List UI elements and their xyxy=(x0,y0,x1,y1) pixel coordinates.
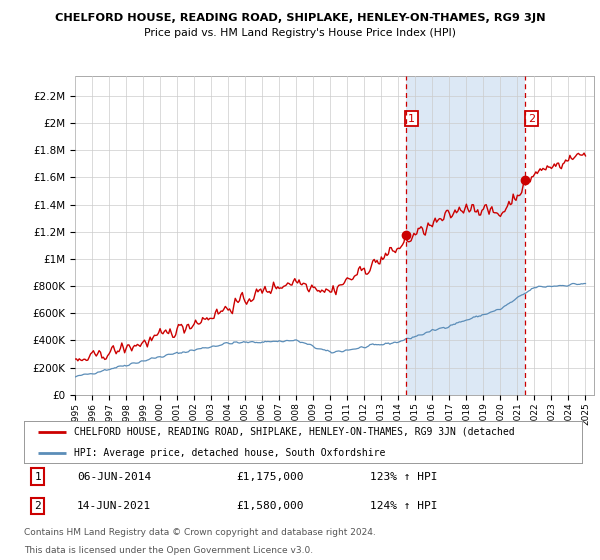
Text: 1: 1 xyxy=(35,472,41,482)
Text: CHELFORD HOUSE, READING ROAD, SHIPLAKE, HENLEY-ON-THAMES, RG9 3JN (detached: CHELFORD HOUSE, READING ROAD, SHIPLAKE, … xyxy=(74,427,515,437)
Text: 2: 2 xyxy=(527,114,535,124)
Text: 124% ↑ HPI: 124% ↑ HPI xyxy=(370,501,437,511)
Text: CHELFORD HOUSE, READING ROAD, SHIPLAKE, HENLEY-ON-THAMES, RG9 3JN: CHELFORD HOUSE, READING ROAD, SHIPLAKE, … xyxy=(55,13,545,23)
Text: 06-JUN-2014: 06-JUN-2014 xyxy=(77,472,151,482)
Text: 123% ↑ HPI: 123% ↑ HPI xyxy=(370,472,437,482)
Text: This data is licensed under the Open Government Licence v3.0.: This data is licensed under the Open Gov… xyxy=(24,545,313,554)
Text: HPI: Average price, detached house, South Oxfordshire: HPI: Average price, detached house, Sout… xyxy=(74,447,386,458)
Text: 2: 2 xyxy=(35,501,41,511)
Text: £1,175,000: £1,175,000 xyxy=(236,472,304,482)
Text: Price paid vs. HM Land Registry's House Price Index (HPI): Price paid vs. HM Land Registry's House … xyxy=(144,28,456,38)
Bar xyxy=(406,76,525,395)
Text: 14-JUN-2021: 14-JUN-2021 xyxy=(77,501,151,511)
Text: £1,580,000: £1,580,000 xyxy=(236,501,304,511)
Text: Contains HM Land Registry data © Crown copyright and database right 2024.: Contains HM Land Registry data © Crown c… xyxy=(24,528,376,537)
Text: 1: 1 xyxy=(408,114,415,124)
